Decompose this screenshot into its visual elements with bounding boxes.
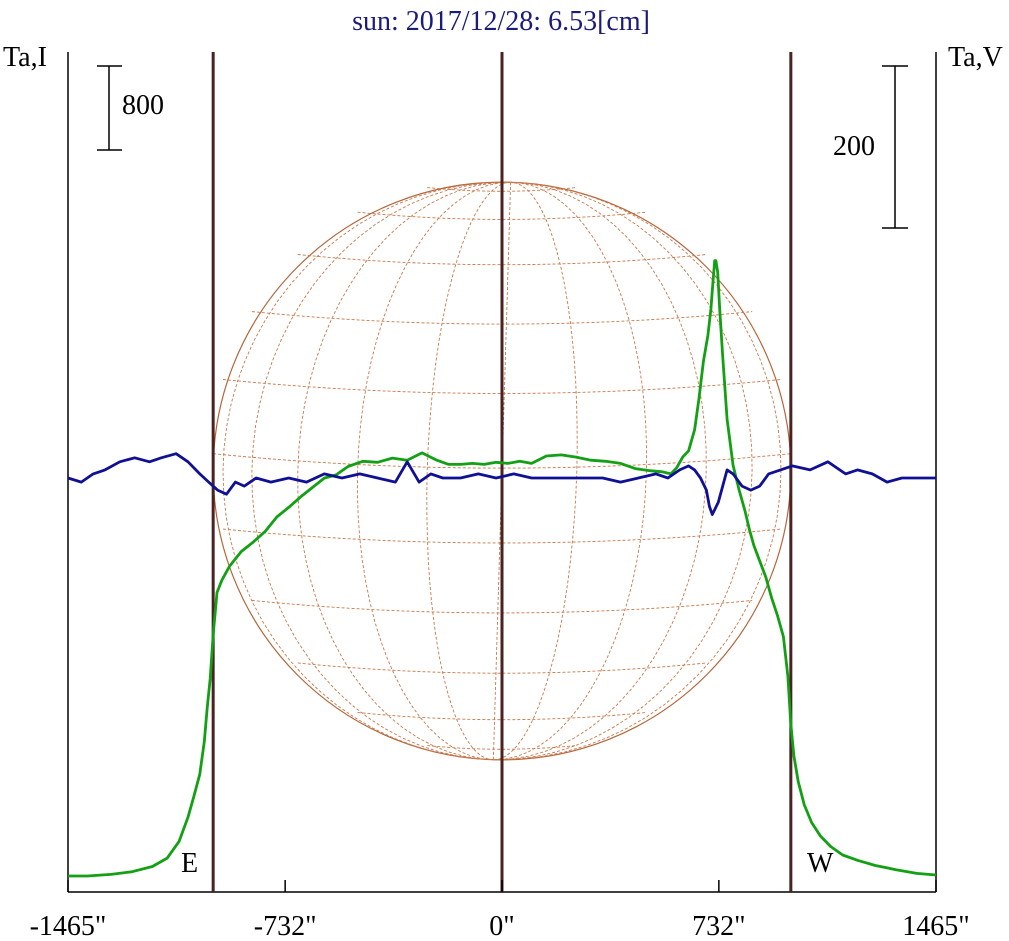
x-tick-label: -1465" bbox=[30, 911, 107, 941]
x-tick-label: 732" bbox=[692, 911, 745, 941]
longitude-line bbox=[356, 181, 510, 761]
x-tick-label: 0" bbox=[489, 911, 514, 941]
x-axis: -1465" -732" 0" 732" 1465" bbox=[30, 880, 970, 941]
longitude-line bbox=[297, 181, 509, 761]
longitude-line bbox=[494, 181, 648, 761]
latitude-line bbox=[222, 528, 782, 544]
stokes-v-series bbox=[67, 452, 936, 516]
longitude-line bbox=[493, 181, 578, 761]
longitude-line bbox=[251, 181, 507, 761]
latitude-line bbox=[297, 662, 707, 674]
x-tick-label: -732" bbox=[254, 911, 317, 941]
longitude-line bbox=[495, 181, 707, 761]
west-label: W bbox=[807, 848, 834, 879]
east-label: E bbox=[181, 848, 198, 879]
x-tick-label: 1465" bbox=[902, 911, 969, 941]
longitude-line bbox=[499, 181, 782, 761]
longitude-line bbox=[426, 181, 511, 761]
longitude-line bbox=[497, 181, 753, 761]
chart-title: sun: 2017/12/28: 6.53[cm] bbox=[352, 6, 650, 37]
right-scale-bar: 200 bbox=[833, 65, 908, 229]
latitude-line bbox=[297, 254, 707, 266]
right-axis-label: Ta,V bbox=[948, 42, 1003, 73]
latitude-line bbox=[213, 453, 791, 469]
series-layer bbox=[67, 259, 937, 878]
latitude-line bbox=[222, 379, 782, 394]
limb-lines bbox=[211, 52, 793, 892]
left-scale-bar-label: 800 bbox=[122, 90, 164, 121]
latitude-line bbox=[427, 745, 577, 750]
solar-disk bbox=[212, 181, 792, 761]
latitude-line bbox=[357, 712, 647, 721]
left-axis-label: Ta,I bbox=[3, 42, 47, 73]
right-scale-bar-label: 200 bbox=[833, 131, 875, 162]
latitude-line bbox=[357, 211, 647, 220]
longitude-line bbox=[222, 181, 505, 761]
left-scale-bar: 800 bbox=[97, 65, 164, 151]
stokes-i-series bbox=[68, 259, 937, 878]
